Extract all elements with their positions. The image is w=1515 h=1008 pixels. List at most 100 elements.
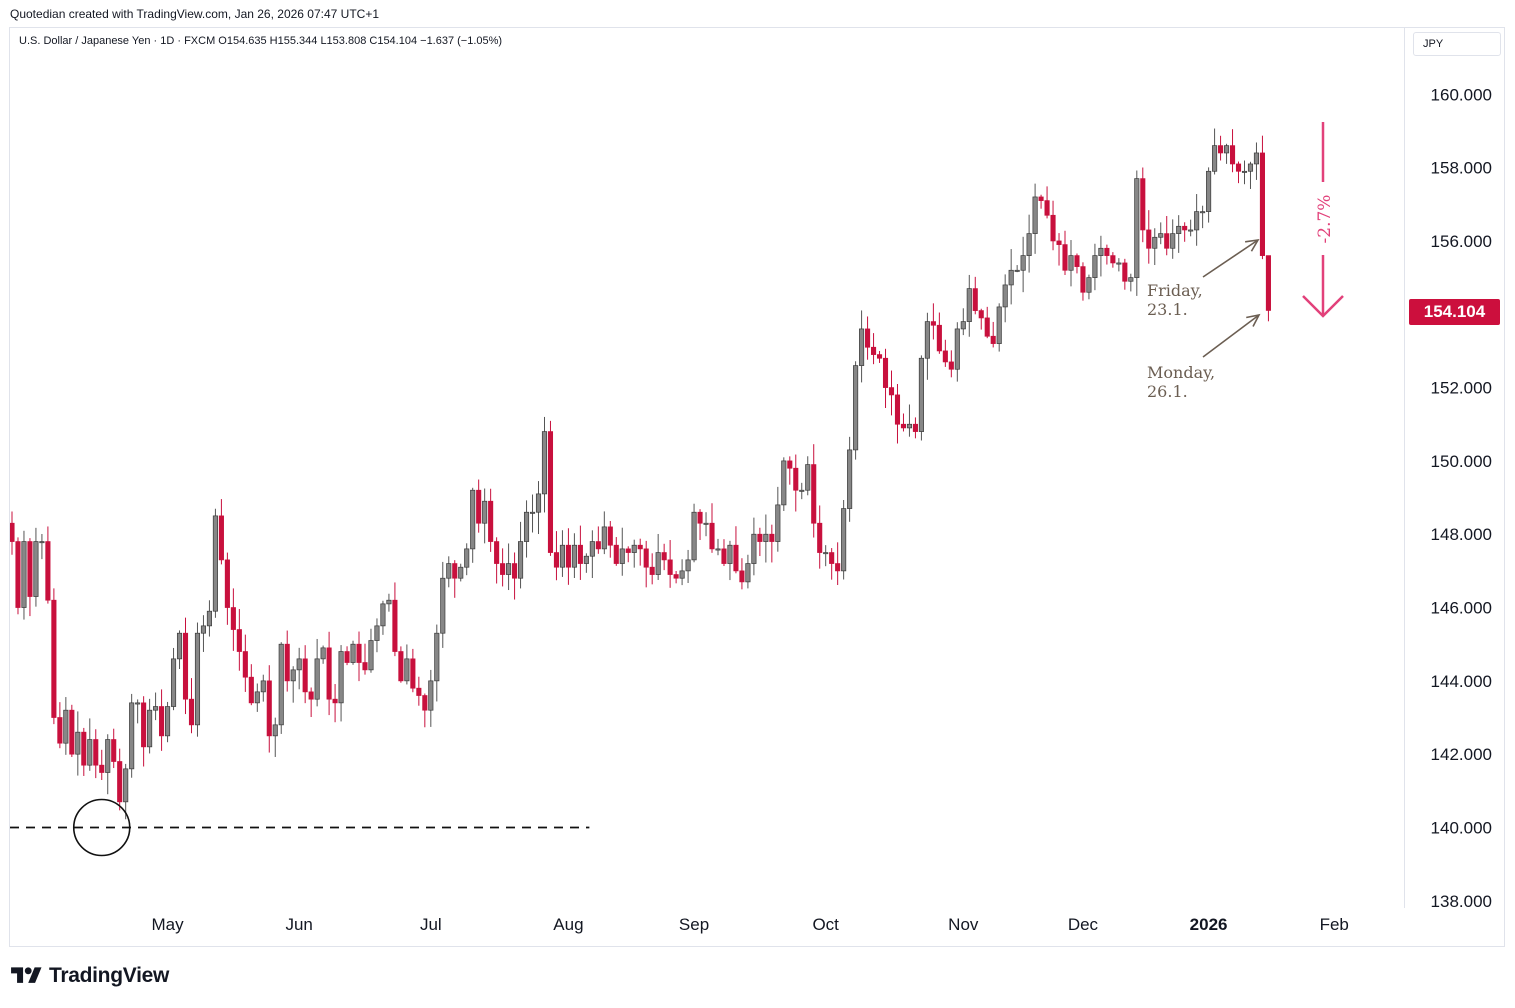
candle: [835, 542, 841, 585]
candle: [900, 413, 907, 432]
candle: [452, 560, 458, 598]
candle: [254, 683, 260, 712]
x-tick-label: Jun: [285, 915, 312, 934]
candle: [428, 669, 434, 727]
candle: [182, 617, 189, 715]
candle: [733, 526, 739, 574]
candle: [87, 718, 93, 771]
candle: [625, 546, 631, 563]
candle: [266, 665, 272, 753]
x-tick-label: Sep: [679, 915, 709, 934]
x-tick-label: Oct: [812, 915, 839, 934]
candle: [787, 456, 793, 485]
candle: [691, 503, 697, 563]
candle: [1002, 274, 1008, 323]
candle: [918, 355, 924, 441]
candle: [117, 748, 123, 811]
tradingview-branding[interactable]: TradingView: [10, 964, 169, 988]
candle: [1038, 194, 1044, 209]
move-down-arrow: [1302, 122, 1344, 318]
y-tick-label: 142.000: [1431, 745, 1492, 764]
y-tick-label: 146.000: [1431, 599, 1492, 618]
candle: [1086, 274, 1092, 300]
candle: [320, 645, 326, 664]
chart-credit: Quotedian created with TradingView.com, …: [10, 7, 380, 21]
candle: [859, 310, 865, 383]
candle: [936, 312, 942, 354]
candle: [356, 631, 362, 682]
candle: [464, 543, 470, 576]
candle: [930, 303, 936, 340]
x-tick-label: May: [151, 915, 184, 934]
y-tick-label: 140.000: [1431, 819, 1492, 838]
candle: [308, 687, 314, 718]
candle: [470, 487, 476, 563]
candle: [123, 763, 129, 820]
x-tick-label: Aug: [553, 915, 583, 934]
candle: [512, 552, 518, 600]
candle: [380, 600, 386, 635]
candle: [506, 543, 512, 591]
plot-area[interactable]: [10, 128, 1271, 857]
candle: [278, 642, 284, 734]
candle: [649, 553, 655, 585]
candle: [1026, 214, 1032, 273]
monday-label: Monday,: [1147, 363, 1215, 382]
candle: [871, 333, 877, 365]
candle: [1014, 265, 1020, 273]
candle: [888, 370, 895, 416]
candle: [619, 527, 625, 576]
candle: [882, 348, 889, 409]
candle: [745, 554, 751, 589]
candle: [655, 533, 661, 580]
candle: [1050, 200, 1056, 251]
candle: [685, 549, 691, 583]
candle: [338, 645, 344, 722]
candle: [57, 702, 63, 749]
candle: [518, 521, 524, 589]
candle: [763, 514, 769, 563]
candle: [27, 538, 33, 617]
candle: [404, 644, 410, 685]
candle: [1194, 194, 1200, 246]
candle: [1044, 186, 1050, 219]
candle: [236, 609, 242, 671]
candle: [392, 582, 398, 657]
candle: [942, 339, 948, 367]
candle: [984, 306, 990, 339]
candle: [1241, 160, 1248, 185]
candle: [1104, 244, 1110, 265]
candle: [679, 559, 685, 586]
candle: [583, 553, 589, 573]
y-tick-label: 150.000: [1431, 452, 1492, 471]
candle: [1134, 170, 1140, 296]
candle: [500, 548, 506, 587]
candle: [1146, 210, 1152, 264]
candle: [141, 696, 147, 767]
candle: [362, 643, 368, 675]
candle: [847, 436, 853, 522]
brand-name: TradingView: [49, 964, 170, 987]
candle: [1020, 236, 1026, 293]
candle: [410, 648, 416, 693]
y-tick-label: 156.000: [1431, 232, 1492, 251]
candle: [1074, 253, 1080, 274]
candle: [1080, 262, 1086, 301]
candle: [81, 727, 87, 776]
candle: [1098, 235, 1104, 277]
candle: [488, 488, 494, 552]
candle: [631, 539, 637, 568]
candle: [99, 749, 105, 781]
candle: [637, 538, 643, 566]
candle: [458, 563, 464, 582]
last-price-badge: 154.104: [1409, 299, 1500, 325]
x-tick-label: Jul: [420, 915, 442, 934]
candle: [1235, 161, 1242, 184]
candle: [667, 540, 673, 588]
candle: [368, 628, 374, 673]
y-tick-label: 144.000: [1431, 672, 1492, 691]
candle: [159, 689, 165, 751]
candle: [422, 693, 428, 728]
currency-selector[interactable]: JPY: [1413, 32, 1501, 56]
